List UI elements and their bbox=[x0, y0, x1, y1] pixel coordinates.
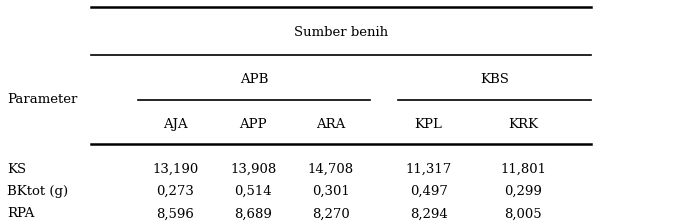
Text: 13,908: 13,908 bbox=[230, 163, 276, 176]
Text: Sumber benih: Sumber benih bbox=[294, 26, 388, 39]
Text: 8,596: 8,596 bbox=[157, 207, 194, 220]
Text: BKtot (g): BKtot (g) bbox=[7, 185, 68, 198]
Text: KRK: KRK bbox=[508, 118, 538, 131]
Text: 0,514: 0,514 bbox=[234, 185, 272, 198]
Text: KS: KS bbox=[7, 163, 26, 176]
Text: 0,301: 0,301 bbox=[312, 185, 350, 198]
Text: APB: APB bbox=[240, 73, 269, 86]
Text: 8,270: 8,270 bbox=[312, 207, 350, 220]
Text: 8,005: 8,005 bbox=[504, 207, 542, 220]
Text: 8,294: 8,294 bbox=[410, 207, 448, 220]
Text: AJA: AJA bbox=[163, 118, 188, 131]
Text: 14,708: 14,708 bbox=[308, 163, 354, 176]
Text: ARA: ARA bbox=[316, 118, 346, 131]
Text: KPL: KPL bbox=[414, 118, 443, 131]
Text: 11,317: 11,317 bbox=[406, 163, 452, 176]
Text: Parameter: Parameter bbox=[7, 93, 77, 106]
Text: 0,299: 0,299 bbox=[504, 185, 542, 198]
Text: 8,689: 8,689 bbox=[234, 207, 272, 220]
Text: 0,497: 0,497 bbox=[410, 185, 448, 198]
Text: KBS: KBS bbox=[480, 73, 509, 86]
Text: RPA: RPA bbox=[7, 207, 34, 220]
Text: 0,273: 0,273 bbox=[157, 185, 194, 198]
Text: 13,190: 13,190 bbox=[153, 163, 198, 176]
Text: APP: APP bbox=[240, 118, 267, 131]
Text: 11,801: 11,801 bbox=[500, 163, 546, 176]
